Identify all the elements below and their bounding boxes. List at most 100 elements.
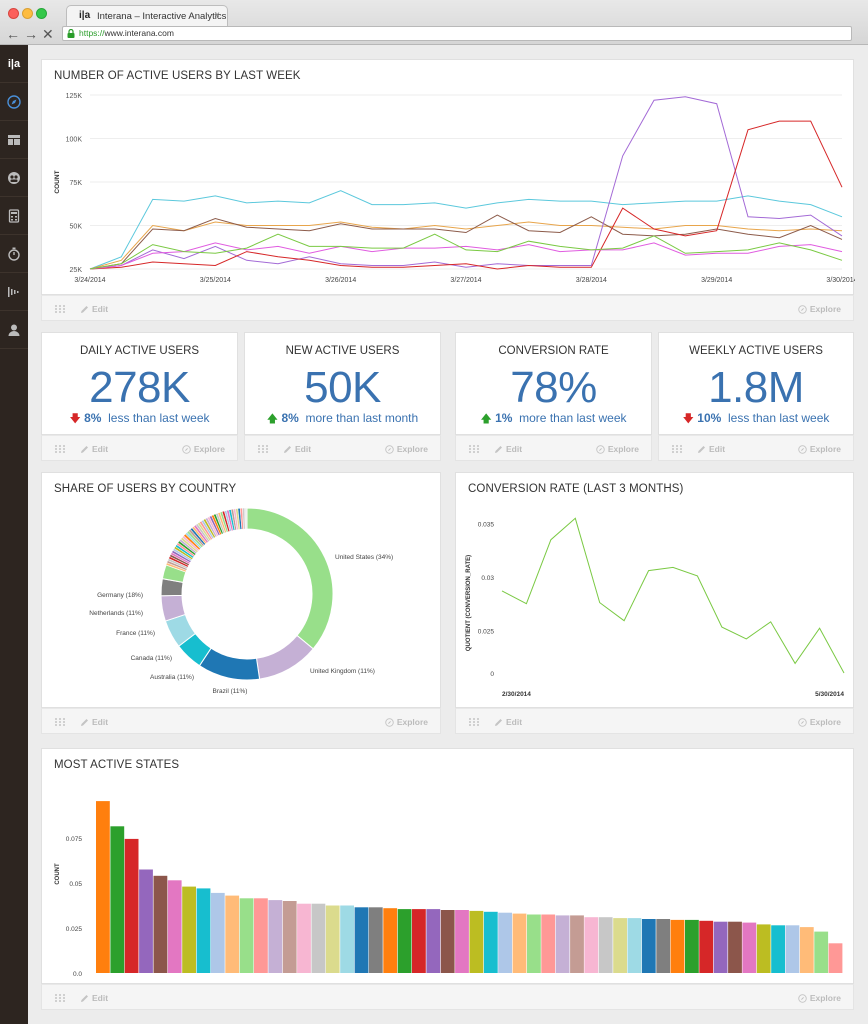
kpi-value: 1.8M	[708, 363, 804, 412]
edit-button[interactable]: Edit	[697, 444, 725, 454]
explore-button[interactable]: Explore	[798, 444, 841, 454]
kpi-change-text: less than last week	[108, 411, 210, 425]
drag-handle-icon[interactable]	[671, 444, 683, 454]
edit-button[interactable]: Edit	[80, 993, 108, 1003]
pie-slice-minor	[244, 507, 248, 530]
drag-handle-icon[interactable]	[54, 717, 66, 727]
browser-tab[interactable]: i|a Interana – Interactive Analytics ×	[66, 5, 228, 26]
y-axis-label: QUOTIENT (CONVERSION_RATE)	[466, 555, 472, 651]
y-tick-label: 0.025	[66, 926, 83, 933]
explore-button[interactable]: Explore	[182, 444, 225, 454]
bar	[268, 900, 283, 973]
active-users-panel: NUMBER OF ACTIVE USERS BY LAST WEEK 25K 5…	[41, 59, 855, 295]
bar	[828, 943, 843, 973]
explore-button[interactable]: Explore	[798, 993, 841, 1003]
edit-button[interactable]: Edit	[494, 444, 522, 454]
bar	[584, 917, 599, 973]
bar	[814, 931, 829, 973]
y-tick-label: 50K	[70, 224, 83, 231]
sidebar-item-metrics[interactable]	[0, 197, 28, 235]
arrow-up-icon: 🡅	[266, 413, 279, 425]
drag-handle-icon[interactable]	[468, 444, 480, 454]
explore-button[interactable]: Explore	[798, 304, 841, 314]
edit-button[interactable]: Edit	[494, 717, 522, 727]
series-line	[89, 214, 843, 270]
sidebar-item-account[interactable]	[0, 311, 28, 349]
bar	[440, 910, 455, 973]
y-axis-label: COUNT	[55, 863, 61, 885]
explore-button[interactable]: Explore	[596, 444, 639, 454]
bar	[455, 910, 469, 973]
drag-handle-icon[interactable]	[54, 304, 66, 314]
bar	[383, 908, 398, 973]
explore-button[interactable]: Explore	[385, 444, 428, 454]
pencil-icon	[495, 719, 502, 726]
x-tick-label: 3/27/2014	[450, 277, 481, 284]
sidebar-item-explore[interactable]	[0, 83, 28, 121]
minimize-window-button[interactable]	[22, 8, 33, 19]
explore-label: Explore	[809, 993, 841, 1003]
sidebar-logo[interactable]: i|a	[0, 45, 28, 83]
panel-footer: Edit Explore	[455, 708, 854, 734]
panel-footer: Edit Explore	[658, 435, 854, 461]
kpi-change: 🡇 10% less than last week	[659, 410, 853, 429]
series-line	[89, 233, 843, 270]
x-tick-label: 3/29/2014	[701, 277, 732, 284]
sidebar-item-cohorts[interactable]	[0, 159, 28, 197]
edit-button[interactable]: Edit	[80, 304, 108, 314]
kpi-card: DAILY ACTIVE USERS 278K 🡇 8% less than l…	[41, 332, 238, 435]
flow-icon	[8, 286, 19, 297]
bar	[397, 909, 412, 973]
lock-icon	[67, 29, 75, 38]
edit-label: Edit	[92, 444, 109, 454]
bar	[613, 918, 627, 973]
edit-button[interactable]: Edit	[80, 717, 108, 727]
bar	[167, 880, 182, 973]
forward-button[interactable]: →	[24, 26, 38, 42]
drag-handle-icon[interactable]	[54, 993, 66, 1003]
close-window-button[interactable]	[8, 8, 19, 19]
bar	[799, 927, 814, 973]
bar	[541, 914, 556, 973]
panel-title: NUMBER OF ACTIVE USERS BY LAST WEEK	[54, 70, 301, 82]
address-bar[interactable]: https://www.interana.com	[62, 26, 852, 41]
tab-title: Interana – Interactive Analytics	[97, 11, 227, 22]
y-tick-label: 25K	[70, 267, 83, 274]
y-tick-label: 0.075	[66, 836, 83, 843]
slice-label: Brazil (11%)	[213, 688, 248, 695]
slice-label: United States (34%)	[335, 554, 393, 561]
bar	[282, 901, 297, 973]
sidebar-item-flows[interactable]	[0, 273, 28, 311]
tab-close-icon[interactable]: ×	[214, 10, 220, 21]
edit-button[interactable]: Edit	[283, 444, 311, 454]
edit-button[interactable]: Edit	[80, 444, 108, 454]
bar	[354, 907, 369, 973]
panel-footer: Edit Explore	[41, 435, 238, 461]
explore-button[interactable]: Explore	[798, 717, 841, 727]
panel-footer: Edit Explore	[244, 435, 441, 461]
drag-handle-icon[interactable]	[54, 444, 66, 454]
sidebar-item-sessions[interactable]	[0, 235, 28, 273]
pencil-icon	[81, 446, 88, 453]
maximize-window-button[interactable]	[36, 8, 47, 19]
conversion-rate-panel: CONVERSION RATE (LAST 3 MONTHS) 0 0.025 0.…	[455, 472, 854, 708]
most-active-states-panel: MOST ACTIVE STATES 0.0 0.025 0.05 0.075 COUN…	[41, 748, 854, 984]
kpi-change: 🡅 8% more than last month	[245, 410, 440, 429]
drag-handle-icon[interactable]	[468, 717, 480, 727]
pencil-icon	[81, 719, 88, 726]
stop-button[interactable]: ✕	[42, 26, 54, 42]
kpi-card: NEW ACTIVE USERS 50K 🡅 8% more than last…	[244, 332, 441, 435]
panel-title: MOST ACTIVE STATES	[54, 759, 180, 771]
conversion-rate-chart: 0 0.025 0.03 0.035 QUOTIENT (CONVERSION_RATE…	[466, 517, 845, 698]
edit-label: Edit	[506, 444, 523, 454]
kpi-change-text: more than last month	[305, 411, 419, 425]
x-tick-label: 2/30/2014	[502, 691, 531, 698]
sidebar-item-dashboards[interactable]	[0, 121, 28, 159]
pencil-icon	[81, 995, 88, 1002]
bar	[570, 915, 584, 973]
back-button[interactable]: ←	[6, 26, 20, 42]
bar	[110, 826, 125, 973]
explore-button[interactable]: Explore	[385, 717, 428, 727]
bar	[483, 911, 498, 973]
drag-handle-icon[interactable]	[257, 444, 269, 454]
